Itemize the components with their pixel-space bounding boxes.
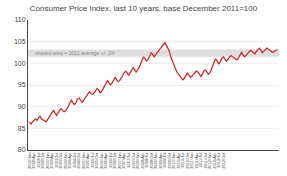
svg-text:2008/Oct: 2008/Oct [149,152,154,169]
svg-text:2010/Apr: 2010/Apr [176,152,181,169]
svg-text:2011/Oct: 2011/Oct [203,152,208,169]
svg-text:2004/Jan: 2004/Jan [63,153,68,169]
svg-text:90: 90 [18,103,26,110]
svg-text:2002/Oct: 2002/Oct [40,152,45,169]
svg-text:2009/Oct: 2009/Oct [167,152,172,169]
svg-text:2007/Jan: 2007/Jan [117,153,122,169]
svg-text:shaded area = 2012 average +/-: shaded area = 2012 average +/- 2% [35,50,116,56]
svg-text:2009/Jul: 2009/Jul [162,152,167,167]
svg-text:2002/Jul: 2002/Jul [36,152,41,167]
svg-text:2002/Apr: 2002/Apr [31,152,36,169]
svg-text:2003/Apr: 2003/Apr [49,152,54,169]
svg-text:2003/Jan: 2003/Jan [45,153,50,169]
svg-text:100: 100 [14,60,26,67]
svg-text:2011/Apr: 2011/Apr [194,152,199,169]
svg-text:2007/Jul: 2007/Jul [126,152,131,167]
svg-text:95: 95 [18,81,26,88]
svg-text:2005/Jul: 2005/Jul [90,152,95,167]
svg-text:2011/Jan: 2011/Jan [189,153,194,169]
svg-text:2005/Oct: 2005/Oct [94,152,99,169]
svg-text:2003/Oct: 2003/Oct [58,152,63,169]
svg-text:110: 110 [14,16,25,23]
svg-text:2011/Jul: 2011/Jul [198,152,203,167]
svg-text:2006/Jul: 2006/Jul [108,152,113,167]
svg-text:2007/Oct: 2007/Oct [131,152,136,169]
svg-text:2004/Apr: 2004/Apr [67,152,72,169]
svg-text:Consumer Price Index, last 10: Consumer Price Index, last 10 years, bas… [30,4,258,13]
svg-text:80: 80 [18,146,26,153]
svg-text:2010/Oct: 2010/Oct [185,152,190,169]
svg-text:2006/Oct: 2006/Oct [112,152,117,169]
svg-text:2009/Apr: 2009/Apr [158,152,163,169]
svg-text:2009/Jan: 2009/Jan [153,153,158,169]
svg-text:2006/Apr: 2006/Apr [103,152,108,169]
svg-text:2010/Jul: 2010/Jul [180,152,185,167]
svg-text:2004/Jul: 2004/Jul [72,152,77,167]
svg-text:2004/Oct: 2004/Oct [76,152,81,169]
svg-text:2005/Apr: 2005/Apr [85,152,90,169]
svg-text:2008/Jan: 2008/Jan [135,153,140,169]
svg-text:2003/Jul: 2003/Jul [54,152,59,167]
svg-text:2010/Jan: 2010/Jan [171,153,176,169]
svg-text:2012/Oct: 2012/Oct [221,152,226,169]
svg-text:85: 85 [18,125,26,132]
svg-text:2012/Jul: 2012/Jul [216,152,221,167]
svg-text:2007/Apr: 2007/Apr [121,152,126,169]
svg-text:105: 105 [14,38,26,45]
svg-text:2005/Jan: 2005/Jan [81,153,86,169]
svg-text:2012/Apr: 2012/Apr [212,152,217,169]
svg-text:2012/Jan: 2012/Jan [207,153,212,169]
svg-text:2008/Apr: 2008/Apr [140,152,145,169]
svg-text:2006/Jan: 2006/Jan [99,153,104,169]
svg-text:2002/Jan: 2002/Jan [27,153,32,169]
svg-text:2008/Jul: 2008/Jul [144,152,149,167]
